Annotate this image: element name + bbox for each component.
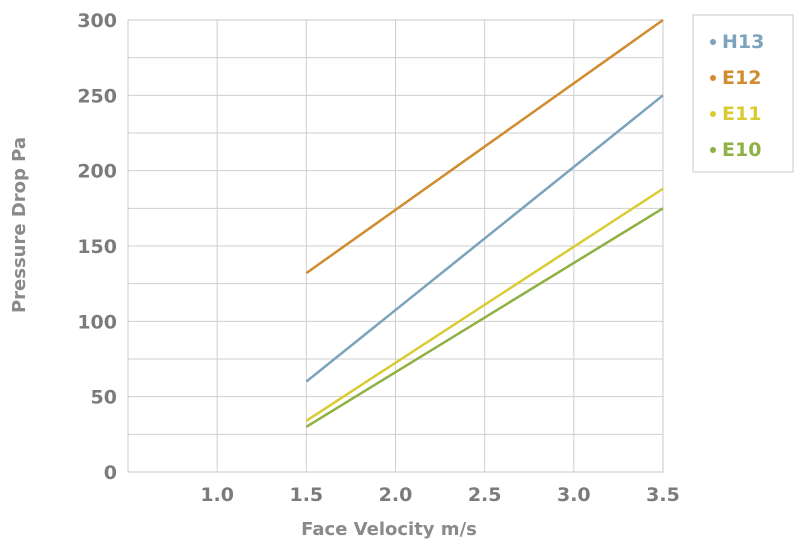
x-tick-label: 2.0 [379,484,413,506]
x-axis-tick-labels: 1.0 1.5 2.0 2.5 3.0 3.5 [200,484,680,506]
x-tick-label: 1.0 [200,484,234,506]
legend: H13 E12 E11 E10 [692,14,794,173]
grid-lines [128,20,663,472]
legend-marker [710,147,716,153]
x-tick-label: 2.5 [468,484,502,506]
series-lines [305,18,664,428]
legend-marker [710,75,716,81]
legend-marker [710,39,716,45]
legend-box [692,14,794,173]
series-line-h13 [305,94,664,383]
legend-entry-e12: E12 [722,67,761,89]
legend-marker [710,111,716,117]
y-tick-label: 200 [77,161,117,183]
legend-entry-h13: H13 [722,31,764,53]
legend-entry-e11: E11 [722,103,761,125]
series-line-e10 [305,207,664,428]
series-line-e12 [305,18,664,275]
y-axis-tick-labels: 0 50 100 150 200 250 300 [77,10,117,484]
legend-entry-e10: E10 [722,139,761,161]
plot-area [127,19,664,473]
series-line-e11 [305,187,664,422]
y-axis-title: Pressure Drop Pa [9,137,30,313]
x-axis-title: Face Velocity m/s [301,519,477,540]
y-tick-label: 50 [91,387,117,409]
x-tick-label: 3.0 [557,484,591,506]
x-tick-label: 1.5 [289,484,323,506]
y-tick-label: 0 [104,462,117,484]
y-tick-label: 100 [77,311,117,333]
y-tick-label: 150 [77,236,117,258]
y-tick-label: 300 [77,10,117,32]
y-tick-label: 250 [77,85,117,107]
x-tick-label: 3.5 [646,484,680,506]
